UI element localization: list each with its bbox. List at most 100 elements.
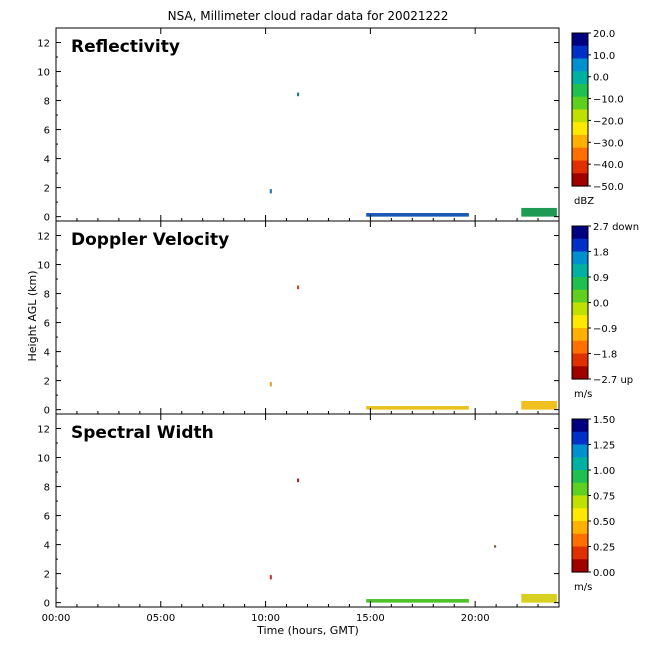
colorbar-segment [572,345,588,349]
colorbar-segment [572,564,588,568]
colorbar-segment [572,500,588,504]
colorbar-segment [572,89,588,93]
y-tick-label: 0 [44,599,50,610]
colorbar-segment [572,302,588,306]
y-tick-label: 0 [44,406,50,417]
colorbar-segment [572,447,588,451]
echo-patch [269,382,272,387]
plot-frame [55,27,560,222]
x-tick-label: 05:00 [146,613,175,624]
colorbar-segment [572,477,588,481]
colorbar-segment [572,366,588,370]
colorbar-segment [572,43,588,47]
colorbar-segment [572,297,588,301]
colorbar-segment [572,61,588,65]
colorbar-segment [572,538,588,542]
colorbar-tick-label: −40.0 [593,160,624,171]
colorbar-segment [572,78,588,83]
colorbar-segment [572,183,588,187]
colorbar-segment [572,533,588,537]
colorbar-segment [572,459,588,463]
y-axis-label: Height AGL (km) [26,270,39,361]
colorbar-segment [572,238,588,242]
colorbar-segment [572,307,588,311]
figure-title: NSA, Millimeter cloud radar data for 200… [168,9,449,23]
colorbar-tick-label: −0.9 [593,324,617,335]
colorbar-segment [572,549,588,553]
colorbar-segment [572,124,588,128]
colorbar-segment [572,343,588,347]
colorbar-segment [572,325,588,329]
y-tick-label: 4 [44,541,50,552]
colorbar-segment [572,503,588,507]
colorbar-segment [572,315,588,319]
colorbar-segment [572,289,588,293]
colorbar-segment [572,175,588,179]
colorbar-segment [572,160,588,164]
colorbar-segment [572,106,588,111]
colorbar-segment [572,261,588,265]
echo-patch [297,285,300,290]
echo-patch [366,406,469,410]
colorbar-segment [572,81,588,85]
colorbar-tick-label: 2.7 down [593,222,639,233]
colorbar-segment [572,266,588,270]
colorbar-segment [572,157,588,162]
y-tick-label: 6 [44,126,50,137]
y-tick-label: 12 [37,232,50,243]
colorbar-segment [572,259,588,263]
colorbar-segment [572,521,588,525]
echo-patch [521,207,557,217]
colorbar-segment [572,91,588,95]
colorbar-segment [572,35,588,39]
colorbar-segment [572,543,588,548]
colorbar-segment [572,436,588,440]
colorbar-segment [572,358,588,362]
colorbar-segment [572,505,588,509]
colorbar-segment [572,419,588,423]
colorbar-segment [572,129,588,134]
y-tick-label: 2 [44,377,50,388]
colorbar-tick-label: 1.8 [593,248,609,259]
colorbar-segment [572,66,588,70]
colorbar-segment [572,127,588,131]
panel-title: Spectral Width [71,423,214,443]
colorbar-segment [572,421,588,425]
colorbar-segment [572,498,588,502]
colorbar-tick-label: 0.00 [593,568,615,579]
colorbar-segment [572,431,588,435]
colorbar-segment [572,137,588,141]
colorbar-segment [572,274,588,278]
colorbar-segment [572,561,588,565]
colorbar-tick-label: 20.0 [593,29,615,40]
colorbar-segment [572,282,588,286]
colorbar-segment [572,513,588,517]
colorbar-segment [572,470,588,474]
colorbar-segment [572,53,588,57]
colorbar-segment [572,439,588,443]
echo-patch [297,478,300,483]
colorbar-segment [572,510,588,514]
colorbar-segment [572,292,588,296]
colorbar-segment [572,434,588,438]
colorbar-segment [572,104,588,108]
colorbar-tick-label: −30.0 [593,138,624,149]
colorbar-segment [572,462,588,466]
colorbar-segment [572,495,588,499]
colorbar-segment [572,526,588,530]
x-tick-label: 15:00 [356,613,385,624]
x-tick-label: 10:00 [251,613,280,624]
colorbar-segment [572,328,588,332]
y-tick-label: 12 [37,425,50,436]
colorbar-segment [572,480,588,484]
colorbar-segment [572,330,588,334]
colorbar-tick-label: 0.25 [593,543,615,554]
colorbar-segment [572,531,588,535]
colorbar-segment [572,356,588,360]
colorbar-tick-label: 0.9 [593,273,609,284]
colorbar-tick-label: 0.0 [593,299,609,310]
colorbar-segment [572,546,588,550]
y-tick-label: 2 [44,570,50,581]
colorbar-segment [572,551,588,555]
